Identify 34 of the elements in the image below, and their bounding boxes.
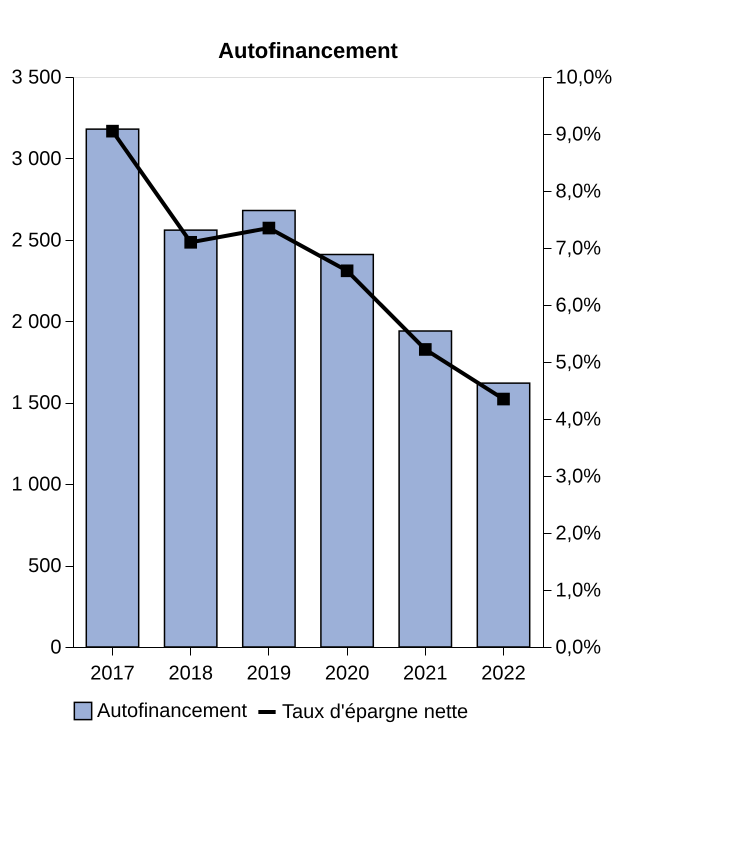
point (262, 222, 276, 234)
y-tick-label: 0 (50, 636, 62, 658)
y2-tick-label: 1,0% (556, 580, 602, 602)
y2-tick-label: 0,0% (556, 636, 602, 658)
y-tick-label: 3 500 (11, 66, 62, 88)
point (106, 124, 119, 138)
y-tick-label: 1 500 (11, 392, 62, 414)
y2-tick-label: 6,0% (556, 294, 602, 316)
legend-label: Taux d'épargne nette (282, 701, 468, 723)
x-tick-label: 2020 (324, 662, 370, 684)
x-tick-label: 2021 (403, 662, 448, 684)
y2-tick-label: 3,0% (556, 466, 602, 488)
y2-tick-label: 2,0% (556, 522, 602, 544)
x-tick-label: 2018 (168, 662, 213, 684)
y-tick-label: 3 000 (11, 148, 62, 170)
point (497, 392, 510, 406)
y2-tick-label: 10,0% (556, 66, 612, 88)
y-tick-label: 2 500 (11, 229, 62, 252)
point (184, 236, 198, 249)
y2-tick-label: 5,0% (556, 352, 602, 374)
x-tick-label: 2019 (246, 662, 292, 684)
y2-tick-label: 4,0% (556, 408, 602, 430)
x-tick-label: 2022 (481, 662, 526, 684)
point (418, 343, 432, 356)
y-tick-label: 1 000 (11, 474, 62, 496)
y2-tick-label: 7,0% (556, 238, 602, 260)
x-tick-label: 2017 (90, 662, 135, 684)
y-tick-label: 500 (28, 555, 62, 578)
chart-title: Autofinancement (218, 38, 399, 63)
y-tick-label: 2 000 (11, 310, 62, 333)
legend-label: Autofinancement (97, 700, 248, 722)
y2-tick-label: 9,0% (556, 124, 602, 146)
y2-tick-label: 8,0% (556, 180, 602, 202)
point (340, 264, 354, 278)
